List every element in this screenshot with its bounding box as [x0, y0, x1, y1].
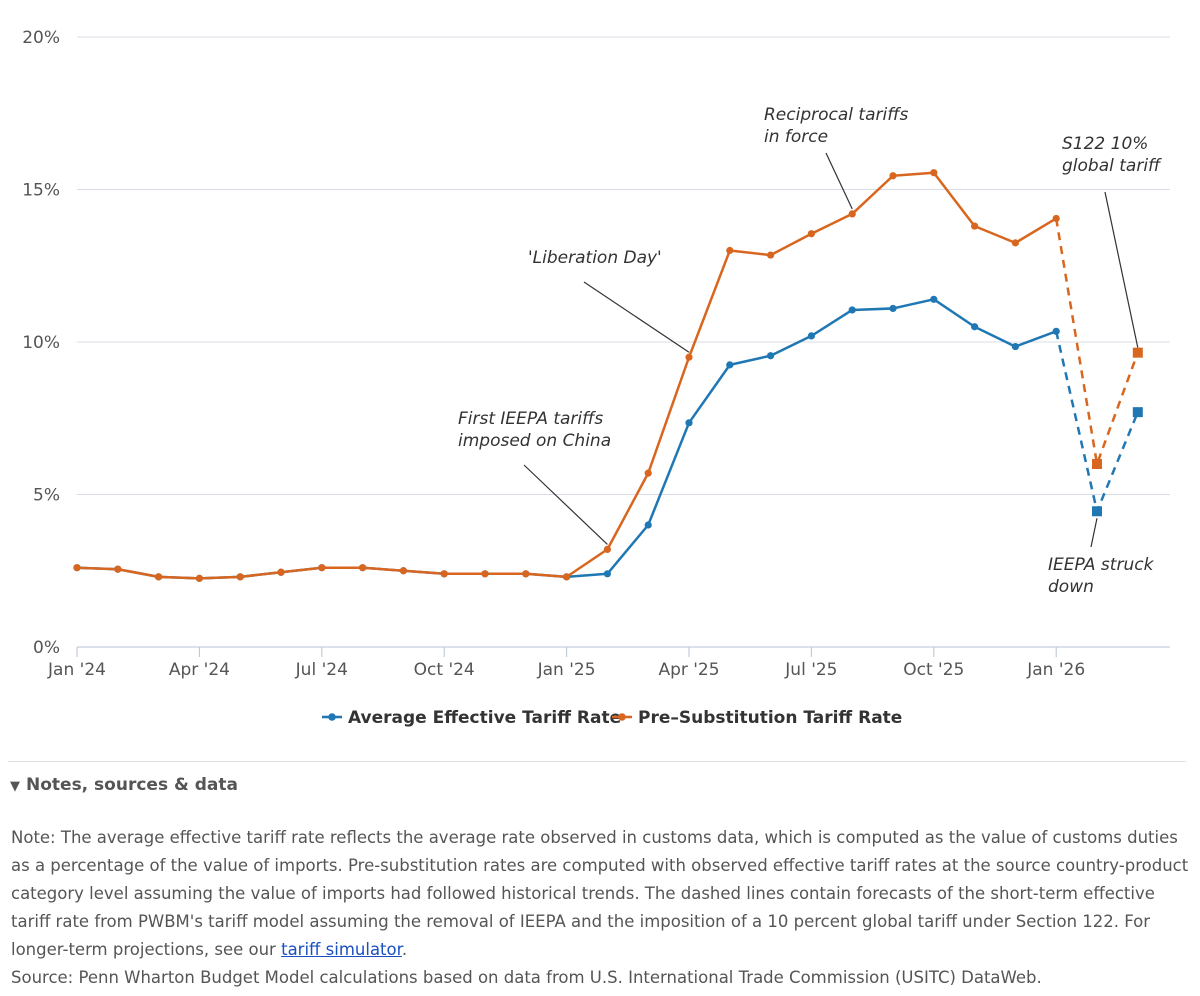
data-point [155, 573, 163, 581]
annotation-label: First IEEPA tariffs [458, 409, 603, 429]
data-point [481, 570, 489, 578]
note-text-end: . [401, 940, 408, 959]
x-tick-label: Jan '24 [47, 660, 106, 680]
data-point [644, 521, 652, 529]
data-point [889, 304, 897, 313]
y-tick-label: 10% [22, 333, 60, 353]
section-divider [8, 761, 1186, 762]
data-point [726, 361, 734, 369]
x-tick-label: Jan '26 [1026, 660, 1085, 680]
data-point [848, 210, 856, 218]
notes-body: Note: The average effective tariff rate … [11, 824, 1191, 992]
annotation-connector [523, 464, 608, 545]
data-point [889, 172, 897, 180]
data-point [930, 295, 938, 303]
data-point [767, 251, 775, 259]
data-point [277, 568, 285, 576]
data-point [603, 545, 612, 554]
notes-toggle[interactable]: ▼ Notes, sources & data [10, 775, 238, 795]
data-point [685, 419, 693, 427]
data-point [603, 570, 612, 578]
forecast-point [1092, 459, 1102, 469]
y-tick-label: 5% [33, 486, 60, 506]
forecast-point [1132, 347, 1143, 358]
data-point [1011, 239, 1020, 247]
data-point [767, 352, 775, 360]
data-point [848, 306, 856, 314]
data-point [399, 567, 407, 575]
note-text: Note: The average effective tariff rate … [11, 828, 1189, 959]
data-point [318, 564, 326, 572]
legend-marker [618, 713, 626, 721]
triangle-down-icon: ▼ [10, 779, 20, 794]
y-tick-label: 20% [22, 28, 60, 48]
annotation-label: down [1048, 577, 1094, 597]
annotation-connector [583, 281, 690, 353]
annotation-label: in force [764, 127, 828, 147]
chart-container: 0% 5% 10% 15% 20% Jan '24 Apr '24 Jul '24 Oct '2… [22, 28, 1170, 728]
data-point [1052, 214, 1060, 223]
forecast-point [1132, 407, 1143, 418]
data-point [440, 570, 448, 578]
data-point [971, 222, 979, 230]
annotation-connector [1104, 191, 1139, 348]
data-point [359, 564, 367, 572]
legend-marker [328, 713, 336, 721]
data-point [114, 565, 122, 573]
data-point [563, 573, 571, 581]
data-point [930, 169, 938, 177]
annotation-connector [1090, 518, 1098, 548]
x-tick-label: Apr '24 [169, 660, 230, 680]
x-tick-label: Oct '24 [414, 660, 475, 680]
data-point [236, 573, 244, 581]
annotation-label: 'Liberation Day' [528, 248, 662, 268]
data-point [807, 230, 816, 238]
data-point [726, 246, 734, 255]
series-line-1 [76, 171, 1057, 580]
x-tick-label: Jul '24 [295, 660, 348, 680]
annotation-label: Reciprocal tariffs [764, 105, 908, 125]
annotation-connector [825, 152, 853, 210]
annotation-label: IEEPA struck [1048, 555, 1155, 575]
tariff-simulator-link[interactable]: tariff simulator [281, 940, 402, 959]
data-point [195, 574, 203, 582]
note-paragraph: Note: The average effective tariff rate … [11, 824, 1191, 964]
legend-item[interactable]: Average Effective Tariff Rate [322, 708, 621, 728]
notes-toggle-label: Notes, sources & data [26, 775, 238, 795]
data-point [971, 323, 979, 331]
tariff-rate-line-chart: 0% 5% 10% 15% 20% Jan '24 Apr '24 Jul '24 Oct '2… [22, 28, 1170, 728]
series-forecast-line-0 [1054, 331, 1139, 516]
data-point [1011, 342, 1020, 351]
data-point [1052, 327, 1060, 335]
data-point [685, 353, 693, 361]
forecast-point [1092, 506, 1102, 517]
x-tick-label: Apr '25 [658, 660, 719, 680]
data-point [644, 469, 652, 477]
y-tick-label: 15% [22, 181, 60, 201]
data-point [807, 332, 816, 340]
x-tick-label: Jan '25 [537, 660, 596, 680]
legend-item[interactable]: Pre–Substitution Tariff Rate [612, 708, 902, 728]
x-tick-label: Jul '25 [784, 660, 837, 680]
legend-label: Pre–Substitution Tariff Rate [638, 708, 902, 728]
y-tick-label: 0% [33, 638, 60, 658]
annotation-label: global tariff [1062, 156, 1162, 176]
annotation-label: S122 10% [1062, 134, 1148, 154]
series-forecast-line-1 [1054, 218, 1139, 469]
data-point [73, 564, 81, 572]
source-text: Source: Penn Wharton Budget Model calcul… [11, 968, 1042, 987]
x-tick-label: Oct '25 [903, 660, 964, 680]
data-point [522, 570, 530, 578]
legend-label: Average Effective Tariff Rate [348, 708, 621, 728]
annotation-label: imposed on China [458, 431, 611, 451]
